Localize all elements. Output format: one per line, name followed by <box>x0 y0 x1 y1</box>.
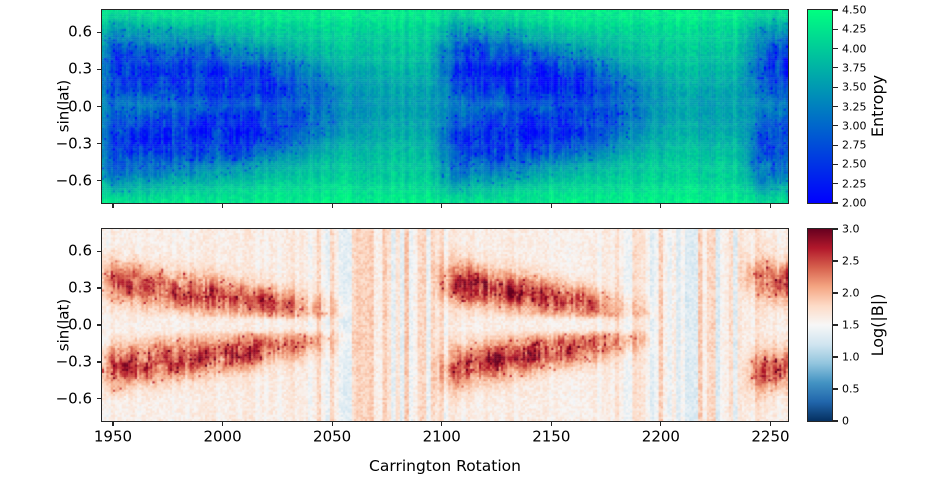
entropy-colorbar-label: Entropy <box>868 74 887 138</box>
y-tick <box>97 31 101 33</box>
colorbar-tick <box>833 420 838 422</box>
x-tick <box>660 422 662 426</box>
y-tick <box>97 324 101 326</box>
y-tick-label: 0.6 <box>68 241 92 260</box>
colorbar-tick <box>833 9 838 11</box>
colorbar-tick-label: 3.75 <box>842 61 867 75</box>
colorbar-tick <box>833 144 838 146</box>
colorbar-tick-label: 0.5 <box>842 382 860 396</box>
x-tick <box>550 204 552 208</box>
colorbar-tick <box>833 388 838 390</box>
y-tick <box>97 287 101 289</box>
colorbar-tick-label: 3.0 <box>842 222 860 236</box>
colorbar-tick <box>833 292 838 294</box>
colorbar-tick <box>833 105 838 108</box>
entropy-colorbar <box>807 9 833 204</box>
x-tick-label: 2200 <box>641 427 680 446</box>
x-tick <box>441 422 443 426</box>
colorbar-tick-label: 1.0 <box>842 350 860 364</box>
y-tick-label: 0.6 <box>68 22 92 41</box>
y-tick <box>97 250 101 252</box>
y-tick-label: 0.0 <box>68 97 92 115</box>
y-tick-label: −0.6 <box>55 171 92 190</box>
x-tick <box>331 204 333 208</box>
x-tick-label: 2050 <box>313 427 352 446</box>
colorbar-tick-label: 1.5 <box>842 318 860 332</box>
y-tick <box>97 398 101 400</box>
y-tick-label: −0.3 <box>55 134 92 153</box>
y-tick <box>97 361 101 363</box>
colorbar-tick-label: 2.5 <box>842 254 860 268</box>
colorbar-tick-label: 3.50 <box>842 80 867 94</box>
y-tick-label: 0.3 <box>68 278 92 297</box>
x-tick <box>769 204 772 208</box>
colorbar-tick-label: 2.25 <box>842 177 867 191</box>
colorbar-tick-label: 2.0 <box>842 286 860 300</box>
x-tick <box>112 422 114 426</box>
x-tick-label: 2150 <box>532 427 571 446</box>
colorbar-tick-label: 3.00 <box>842 119 867 133</box>
y-tick <box>97 68 101 70</box>
x-tick <box>331 422 333 426</box>
x-tick <box>112 204 114 208</box>
x-tick <box>550 422 552 426</box>
colorbar-tick <box>833 28 838 30</box>
colorbar-tick <box>833 228 838 230</box>
colorbar-tick-label: 2.75 <box>842 138 867 152</box>
colorbar-tick-label: 4.50 <box>842 3 867 17</box>
colorbar-tick <box>833 163 838 165</box>
y-tick-label: 0.3 <box>68 59 92 78</box>
x-tick-label: 1950 <box>93 427 133 446</box>
x-tick <box>221 204 224 208</box>
colorbar-tick-label: 2.50 <box>842 157 867 171</box>
x-axis-label: Carrington Rotation <box>369 457 521 475</box>
y-tick-label: 0.0 <box>68 315 92 334</box>
y-tick-label: −0.3 <box>55 352 92 371</box>
colorbar-tick <box>833 356 838 358</box>
entropy-heatmap-canvas <box>102 10 788 203</box>
logb-colorbar <box>807 228 833 422</box>
colorbar-tick <box>833 260 838 262</box>
y-tick <box>97 105 101 108</box>
colorbar-tick <box>833 324 838 326</box>
x-tick-label: 2100 <box>422 427 461 446</box>
colorbar-tick-label: 4.00 <box>842 42 867 56</box>
logb-colorbar-label: Log(|B|) <box>868 293 887 357</box>
colorbar-tick-label: 4.25 <box>842 22 867 36</box>
y-tick <box>97 180 101 182</box>
x-tick <box>769 422 772 426</box>
colorbar-tick <box>833 125 838 127</box>
logb-heatmap-canvas <box>102 229 788 421</box>
x-tick <box>660 204 662 208</box>
colorbar-tick <box>833 86 838 88</box>
y-tick-label: −0.6 <box>55 389 92 408</box>
colorbar-tick <box>833 48 838 50</box>
y-tick <box>97 143 101 145</box>
x-tick-label: 2000 <box>203 427 242 446</box>
colorbar-tick-label: 3.25 <box>842 100 867 113</box>
colorbar-tick <box>833 183 838 185</box>
x-tick <box>441 204 443 208</box>
colorbar-tick-label: 0 <box>842 414 849 428</box>
x-tick-label: 2250 <box>751 427 790 446</box>
colorbar-tick <box>833 202 838 204</box>
colorbar-tick <box>833 67 838 69</box>
x-tick <box>221 422 224 426</box>
colorbar-tick-label: 2.00 <box>842 196 867 210</box>
